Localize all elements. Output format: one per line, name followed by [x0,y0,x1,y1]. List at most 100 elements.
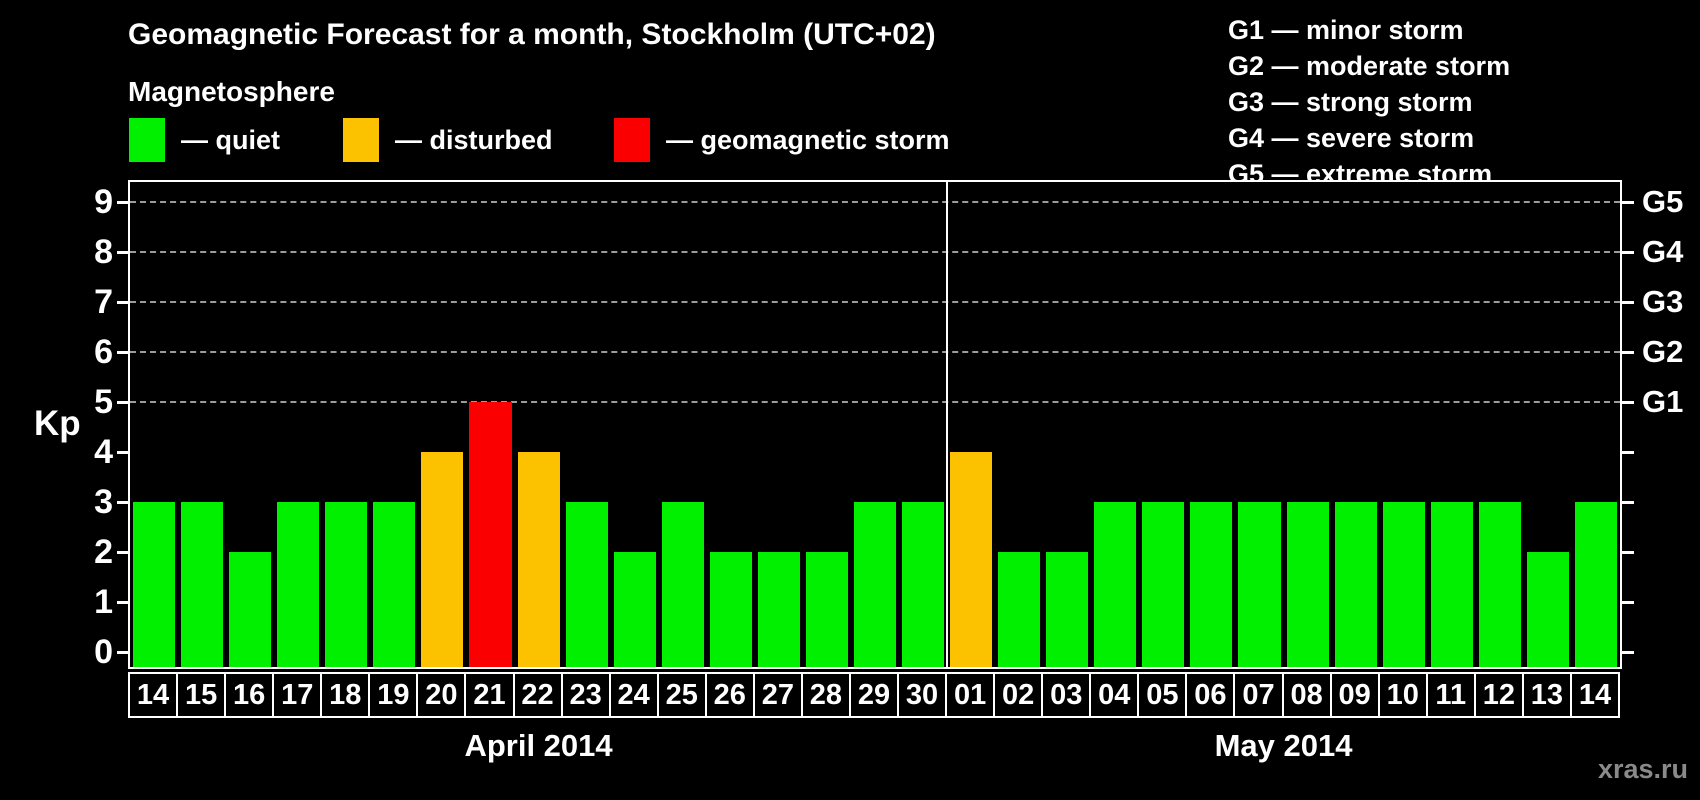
day-label-may-05: 05 [1137,672,1188,718]
legend-item-disturbed: — disturbed [343,118,553,162]
left-axis-tick-3 [117,501,128,504]
legend-item-quiet: — quiet [129,118,280,162]
quiet-color-swatch-icon [129,118,165,162]
day-label-apr-26: 26 [704,672,755,718]
g-scale-legend: G1 — minor storm G2 — moderate storm G3 — … [1228,12,1510,192]
kp-axis-title: Kp [34,404,81,443]
kp-bar-day-10 [1382,502,1425,667]
kp-bar-day-01 [950,452,993,667]
day-label-apr-30: 30 [897,672,948,718]
right-axis-tick-6 [1622,351,1634,354]
kp-bar-day-13 [1526,552,1569,667]
kp-bar-day-15 [181,502,224,667]
y-axis-label-8: 8 [94,233,113,271]
kp-bar-day-24 [613,552,656,667]
y-axis-label-4: 4 [94,433,113,471]
left-axis-tick-7 [117,301,128,304]
gridline-kp9 [130,201,1620,203]
right-axis-tick-4 [1622,451,1634,454]
right-axis-tick-9 [1622,201,1634,204]
y-axis-label-7: 7 [94,283,113,321]
y-axis-label-2: 2 [94,533,113,571]
right-axis-tick-1 [1622,601,1634,604]
day-label-may-06: 06 [1185,672,1236,718]
day-label-apr-20: 20 [416,672,467,718]
day-label-apr-17: 17 [272,672,323,718]
right-axis-tick-8 [1622,251,1634,254]
kp-bar-day-14 [133,502,176,667]
legend-label-disturbed: — disturbed [395,125,553,155]
kp-bar-day-11 [1430,502,1473,667]
legend-item-storm: — geomagnetic storm [614,118,950,162]
day-label-may-14: 14 [1569,672,1620,718]
g-axis-label-g3: G3 [1642,284,1684,319]
kp-bar-day-20 [421,452,464,667]
gridline-kp5 [130,401,1620,403]
gridline-kp7 [130,301,1620,303]
g-legend-row-4: G4 — severe storm [1228,123,1475,153]
kp-bar-day-23 [565,502,608,667]
y-axis-label-6: 6 [94,333,113,371]
kp-bar-day-14 [1574,502,1617,667]
day-label-may-03: 03 [1041,672,1092,718]
legend-label-storm: — geomagnetic storm [666,125,950,155]
kp-bar-day-05 [1142,502,1185,667]
g-axis-label-g1: G1 [1642,384,1684,419]
left-axis-tick-9 [117,201,128,204]
g-legend-row-1: G1 — minor storm [1228,15,1464,45]
month-label-april: April 2014 [464,728,613,763]
day-label-apr-27: 27 [752,672,803,718]
kp-bar-day-18 [325,502,368,667]
kp-bar-day-26 [709,552,752,667]
day-label-may-09: 09 [1329,672,1380,718]
left-axis-tick-2 [117,551,128,554]
day-label-apr-16: 16 [224,672,275,718]
day-label-may-01: 01 [945,672,996,718]
kp-bar-day-17 [277,502,320,667]
plot-area [128,180,1622,669]
right-axis-tick-2 [1622,551,1634,554]
kp-bar-day-16 [229,552,272,667]
kp-bar-day-30 [902,502,945,667]
left-axis-tick-5 [117,401,128,404]
day-label-may-08: 08 [1281,672,1332,718]
storm-color-swatch-icon [614,118,650,162]
kp-bar-day-22 [517,452,560,667]
kp-bar-day-07 [1238,502,1281,667]
day-label-may-12: 12 [1473,672,1524,718]
kp-bar-day-09 [1334,502,1377,667]
g-axis-label-g2: G2 [1642,334,1684,369]
day-label-may-13: 13 [1521,672,1572,718]
day-label-apr-15: 15 [176,672,227,718]
y-axis-label-1: 1 [94,583,113,621]
gridline-kp8 [130,251,1620,253]
left-axis-tick-6 [117,351,128,354]
day-label-may-11: 11 [1425,672,1476,718]
right-axis-tick-7 [1622,301,1634,304]
kp-bar-day-21 [469,402,512,667]
left-axis-tick-4 [117,451,128,454]
day-label-apr-14: 14 [128,672,179,718]
y-axis-label-3: 3 [94,483,113,521]
month-label-may: May 2014 [1214,728,1353,763]
kp-bar-day-03 [1046,552,1089,667]
gridline-kp6 [130,351,1620,353]
magnetosphere-label: Magnetosphere [128,76,335,107]
right-axis-tick-0 [1622,651,1634,654]
day-label-may-02: 02 [993,672,1044,718]
day-label-apr-24: 24 [608,672,659,718]
watermark: xras.ru [1597,754,1688,784]
kp-bar-day-29 [853,502,897,667]
day-label-apr-19: 19 [368,672,419,718]
g-axis-label-g5: G5 [1642,184,1684,219]
day-label-may-07: 07 [1233,672,1284,718]
day-label-may-10: 10 [1377,672,1428,718]
day-label-apr-28: 28 [800,672,851,718]
kp-bar-day-27 [757,552,800,667]
kp-bar-day-04 [1094,502,1137,667]
day-label-apr-29: 29 [848,672,900,718]
legend-label-quiet: — quiet [181,125,280,155]
day-label-apr-18: 18 [320,672,371,718]
kp-bar-day-28 [805,552,848,667]
